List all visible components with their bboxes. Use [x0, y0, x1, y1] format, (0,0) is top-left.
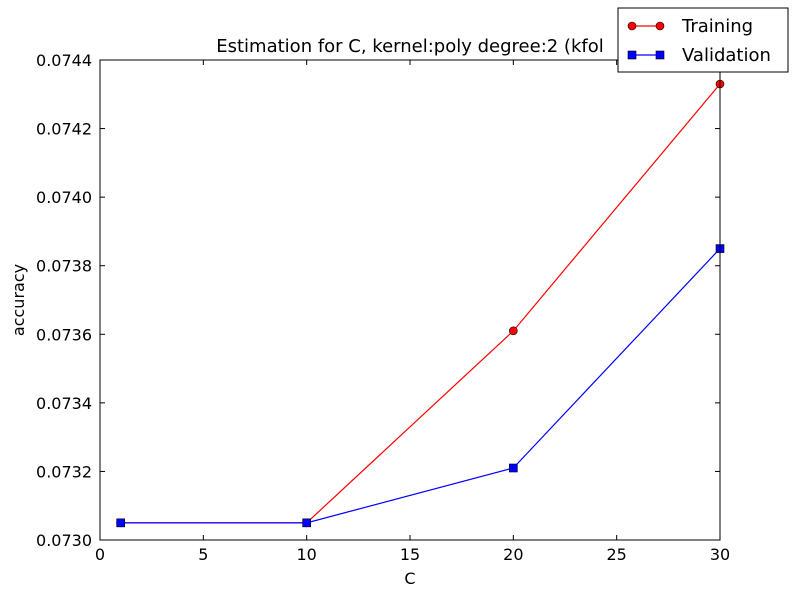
legend-training-marker-right	[655, 21, 665, 31]
y-tick-label: 0.0744	[36, 51, 92, 70]
plot-frame	[99, 59, 721, 541]
validation-point	[302, 518, 311, 528]
y-tick-label: 0.0738	[36, 257, 92, 276]
legend-validation-marker-left	[627, 50, 637, 60]
legend-validation-label: Validation	[682, 45, 771, 66]
x-tick-label: 10	[296, 545, 316, 564]
y-tick-label: 0.0730	[36, 531, 92, 550]
x-axis-title: C	[404, 569, 415, 588]
y-tick-label: 0.0736	[36, 325, 92, 344]
legend: Training Validation	[617, 7, 789, 73]
validation-point	[509, 463, 518, 473]
y-tick-label: 0.0742	[36, 120, 92, 139]
validation-point	[116, 518, 125, 528]
legend-validation-marker-right	[655, 50, 665, 60]
x-tick-label: 20	[503, 545, 523, 564]
y-axis-title: accuracy	[9, 264, 28, 336]
tick-layer: 0 5 10 15 20 25 30 0.0730 0.0732 0.0734 0.0736 0.07…	[36, 51, 730, 564]
chart-title: Estimation for C, kernel:poly degree:2 (…	[216, 36, 603, 57]
x-tick-label: 25	[606, 545, 626, 564]
x-tick-label: 30	[710, 545, 730, 564]
x-tick-label: 15	[400, 545, 420, 564]
legend-box	[617, 7, 789, 73]
x-tick-label: 5	[198, 545, 208, 564]
y-tick-label: 0.0734	[36, 394, 92, 413]
legend-training-label: Training	[681, 16, 753, 37]
x-tick-label: 0	[95, 545, 105, 564]
legend-training-marker-left	[627, 21, 637, 31]
y-tick-label: 0.0732	[36, 462, 92, 481]
training-point	[509, 326, 518, 336]
y-tick-label: 0.0740	[36, 188, 92, 207]
validation-series-line	[120, 248, 721, 524]
